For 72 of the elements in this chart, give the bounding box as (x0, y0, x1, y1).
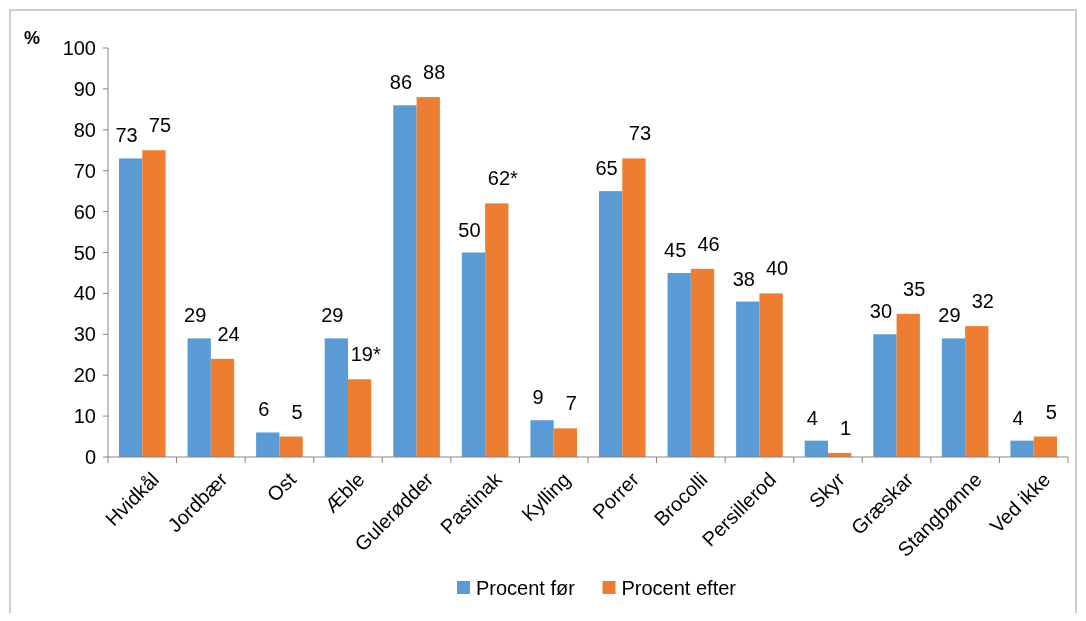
bar (941, 338, 966, 457)
bar (622, 158, 646, 457)
data-label: 7 (565, 392, 577, 415)
x-tick-label: Skyr (804, 467, 849, 513)
data-label: 4 (1012, 406, 1024, 429)
legend-label: Procent før (476, 577, 576, 599)
bar (1010, 440, 1034, 457)
bar (804, 440, 828, 457)
y-tick-label: 70 (73, 159, 96, 182)
data-label: 6 (258, 398, 270, 421)
data-label: 50 (458, 218, 481, 241)
y-tick-label: 50 (73, 241, 96, 264)
data-label: 38 (732, 267, 755, 290)
data-label: 29 (321, 304, 344, 327)
y-tick-label: 60 (73, 200, 96, 223)
data-label: 40 (765, 257, 789, 280)
y-tick-label: 80 (73, 118, 96, 141)
data-label: 46 (697, 232, 720, 255)
y-tick-label: 10 (73, 405, 96, 428)
bar (416, 97, 440, 457)
data-label: 73 (628, 122, 652, 145)
bar (279, 436, 303, 457)
y-tick-label: 100 (62, 37, 96, 59)
bar (485, 203, 509, 457)
bar (759, 293, 783, 457)
data-label: 73 (115, 124, 138, 147)
data-label: 62* (487, 167, 519, 190)
bar (118, 158, 143, 457)
bar (461, 252, 486, 457)
bar (187, 338, 211, 457)
y-tick-label: 0 (84, 446, 96, 468)
x-tick-label: Ved ikke (985, 468, 1055, 538)
data-label: 1 (840, 416, 852, 439)
data-label: 30 (869, 300, 893, 323)
y-tick-label: 90 (73, 77, 96, 100)
data-label: 29 (938, 304, 961, 327)
y-tick-label: 40 (73, 282, 96, 305)
data-label: 19* (350, 343, 381, 366)
data-label: 9 (532, 386, 544, 409)
data-label: 75 (148, 114, 172, 137)
data-label: 4 (806, 406, 818, 429)
bar (142, 150, 166, 457)
bar (530, 420, 554, 457)
data-label: 86 (389, 71, 413, 94)
bar (256, 432, 280, 457)
data-label: 5 (291, 400, 303, 423)
bar (873, 334, 897, 457)
bar (896, 313, 920, 457)
y-tick-label: 20 (73, 364, 96, 387)
bar (667, 272, 691, 457)
x-tick-label: Ost (262, 467, 301, 506)
data-label: 29 (184, 304, 207, 327)
bar (553, 428, 578, 457)
data-label: 5 (1045, 400, 1057, 423)
bar (324, 338, 348, 457)
data-label: 45 (664, 238, 687, 261)
y-tick-label: 30 (73, 323, 96, 346)
bar (598, 191, 623, 457)
bar (965, 326, 989, 457)
bar (393, 105, 417, 457)
bar (690, 268, 715, 457)
legend-label: Procent efter (621, 577, 737, 599)
data-label: 24 (217, 322, 240, 345)
data-label: 35 (903, 277, 926, 300)
bar (348, 379, 372, 457)
y-axis-title: % (24, 28, 41, 48)
data-label: 88 (423, 61, 446, 84)
bar (210, 358, 235, 457)
data-label: 65 (595, 157, 618, 180)
data-label: 32 (971, 290, 994, 313)
bar (736, 301, 760, 457)
bar (1033, 436, 1058, 457)
